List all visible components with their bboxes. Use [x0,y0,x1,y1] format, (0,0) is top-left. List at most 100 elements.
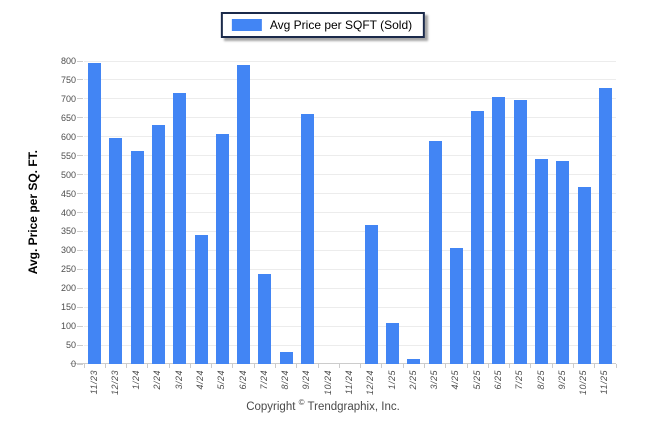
y-tick-label: 300 [60,245,76,256]
x-tick-label: 4/24 [195,370,206,390]
x-tick-label: 11/25 [599,370,610,395]
x-tick-mark [126,364,128,368]
gridline [84,325,616,327]
y-tick-mark [77,325,83,327]
x-tick-mark [104,364,106,368]
bar [598,87,612,364]
x-tick-mark [466,364,468,368]
gridline [84,344,616,346]
bar [215,133,229,364]
x-tick-mark [530,364,532,368]
x-tick-label: 6/25 [492,370,503,390]
x-tick-label: 5/24 [216,370,227,390]
bar [194,234,208,364]
y-tick-label: 650 [60,112,76,123]
y-tick-mark [77,363,83,365]
gridline [84,212,616,213]
y-tick-mark [77,98,83,100]
x-tick-label: 5/25 [471,370,482,390]
bar [151,125,165,364]
bar [577,187,591,364]
y-tick-label: 800 [60,56,76,66]
copyright-symbol: © [298,398,305,407]
x-tick-mark [83,364,85,368]
gridline [84,230,616,232]
y-tick-label: 550 [60,150,76,161]
bar [428,140,442,364]
x-tick-label: 1/24 [131,370,142,390]
gridline [84,136,616,138]
chart-legend: Avg Price per SQFT (Sold) [220,12,426,38]
bar [237,64,251,364]
bar [300,114,314,364]
x-tick-label: 2/24 [152,370,163,390]
x-tick-label: 12/24 [365,370,376,396]
y-tick-mark [77,79,83,81]
gridline [84,287,616,289]
x-tick-label: 11/23 [88,370,99,395]
copyright-prefix: Copyright [246,400,296,413]
y-tick-label: 50 [65,340,76,351]
x-tick-mark [487,364,489,368]
x-tick-label: 7/24 [258,370,269,390]
bar [109,137,123,364]
x-tick-mark [147,364,149,368]
x-tick-label: 1/25 [386,370,397,390]
x-tick-label: 6/24 [237,370,248,390]
gridline [84,193,616,195]
x-tick-mark [509,364,511,368]
plot-area: 0 50 100 150 200 250 300 350 400 450 500 550 600 650 7… [61,56,617,395]
x-tick-mark [168,364,170,368]
copyright-suffix: Trendgraphix, Inc. [307,400,400,413]
y-tick-label: 450 [60,188,76,199]
bar [556,161,570,364]
y-tick-label: 500 [60,169,76,180]
bar [279,351,293,364]
x-tick-mark [445,364,447,368]
y-tick-mark [77,268,83,270]
x-axis-line [70,363,616,364]
y-tick-mark [77,306,83,308]
gridline [84,98,616,100]
bar [449,248,463,364]
bar [364,225,378,364]
y-tick-label: 150 [60,302,76,313]
x-tick-mark [189,364,191,368]
x-tick-label: 8/25 [535,370,546,390]
bar [258,274,272,364]
y-tick-mark [77,287,83,289]
bar [407,358,421,364]
gridline [84,117,616,119]
x-tick-mark [338,364,340,368]
y-tick-mark [77,174,83,176]
y-tick-label: 750 [60,74,76,85]
gridline [84,268,616,270]
y-tick-label: 0 [70,359,76,369]
y-tick-label: 600 [60,131,76,142]
gridline [84,79,616,81]
bar [535,158,549,364]
y-tick-label: 700 [60,93,76,104]
x-tick-label: 10/24 [322,370,333,396]
legend-swatch-icon [231,19,262,31]
x-tick-mark [211,364,213,368]
legend-label: Avg Price per SQFT (Sold) [269,18,413,32]
y-tick-mark [77,230,83,232]
x-tick-label: 11/24 [344,370,354,395]
y-tick-mark [77,344,83,346]
x-tick-mark [232,364,234,368]
x-tick-label: 9/24 [301,370,312,390]
y-tick-mark [77,117,83,119]
x-tick-mark [253,364,255,368]
x-tick-mark [402,364,404,368]
x-tick-label: 3/24 [173,370,184,390]
x-tick-mark [296,364,298,368]
x-tick-label: 10/25 [578,370,589,396]
y-tick-label: 400 [60,207,76,218]
bar [492,96,506,364]
y-tick-mark [77,155,83,157]
y-tick-mark [77,136,83,138]
gridline [84,174,616,176]
gridline [84,249,616,251]
